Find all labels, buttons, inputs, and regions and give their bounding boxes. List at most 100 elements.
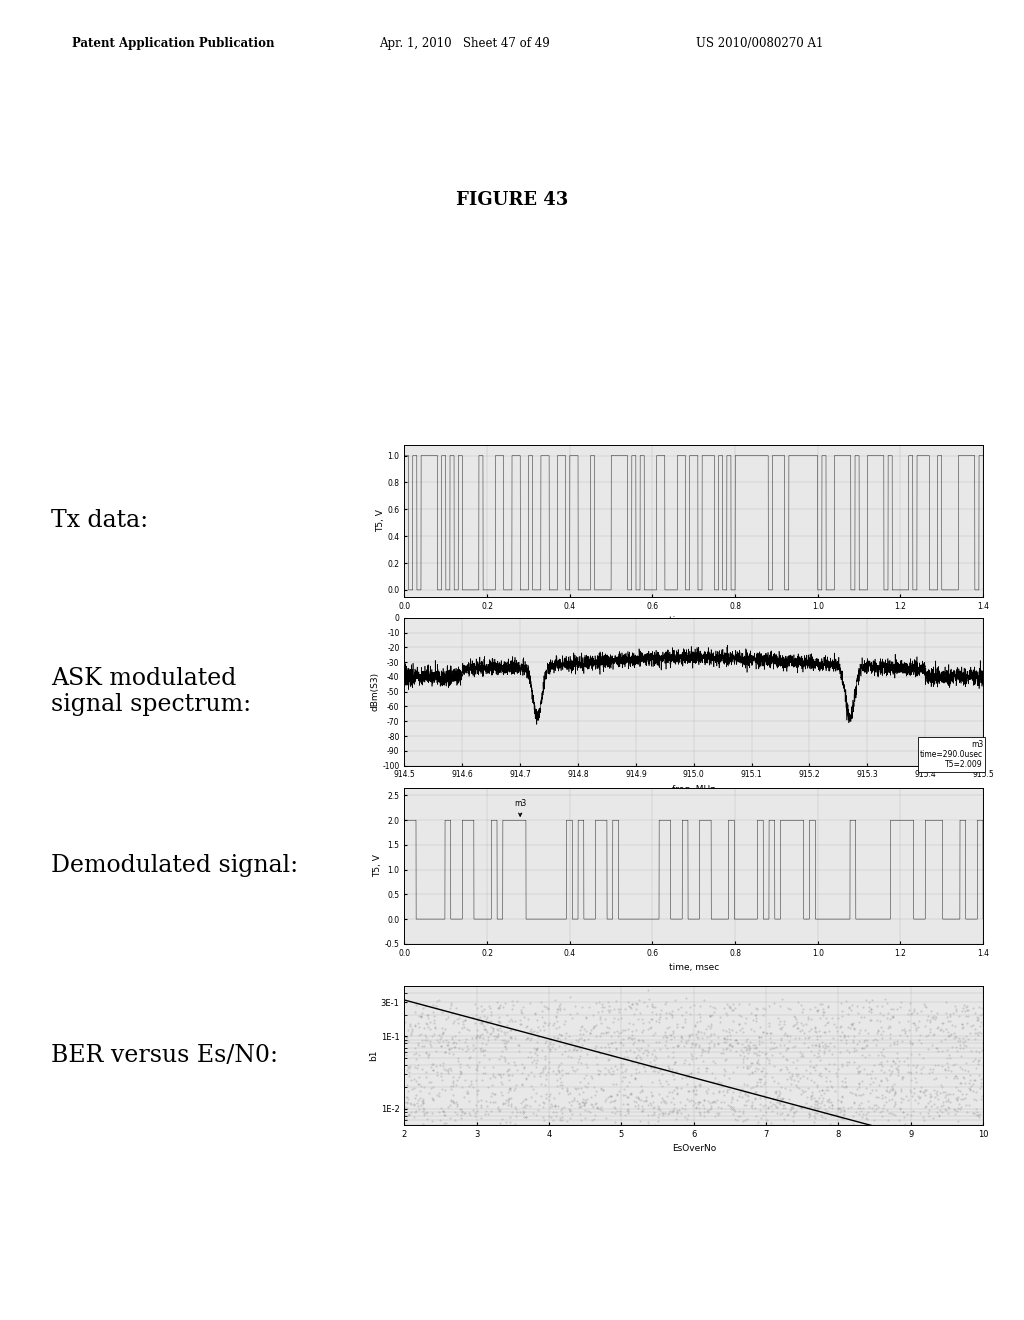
Point (907, 1015, 924, 1036)
Point (475, 998, 492, 1019)
Point (499, 1022, 515, 1043)
Point (800, 1008, 816, 1030)
Text: FIGURE 43: FIGURE 43 (456, 191, 568, 210)
Point (558, 1023, 574, 1044)
Point (489, 998, 506, 1019)
Point (578, 1089, 594, 1110)
Point (670, 998, 686, 1019)
Point (820, 1053, 837, 1074)
Point (948, 1027, 965, 1048)
Point (594, 1001, 610, 1022)
Point (961, 999, 977, 1020)
Point (764, 1044, 780, 1065)
Point (685, 1090, 701, 1111)
Point (973, 1089, 989, 1110)
Point (520, 1047, 537, 1068)
Point (505, 995, 521, 1016)
Point (812, 1049, 828, 1071)
Point (725, 1098, 741, 1119)
Point (723, 1092, 739, 1113)
Point (485, 1084, 502, 1105)
Point (903, 1081, 920, 1102)
Point (549, 1069, 565, 1090)
Point (498, 1051, 514, 1072)
Point (759, 1110, 775, 1131)
Point (603, 1032, 620, 1053)
Point (968, 1098, 984, 1119)
Point (940, 1097, 956, 1118)
Point (535, 1015, 551, 1036)
Point (935, 1082, 951, 1104)
Point (962, 1080, 978, 1101)
Point (635, 1055, 651, 1076)
Point (850, 1002, 866, 1023)
Point (887, 1082, 903, 1104)
Point (644, 1085, 660, 1106)
Point (874, 1097, 891, 1118)
Point (634, 1100, 650, 1121)
Point (518, 1028, 535, 1049)
Point (803, 1069, 819, 1090)
Point (893, 1081, 909, 1102)
Point (472, 1024, 488, 1045)
Point (420, 1007, 436, 1028)
Point (604, 1063, 621, 1084)
Point (553, 1100, 569, 1121)
Point (700, 1100, 717, 1121)
Point (785, 1015, 802, 1036)
Point (421, 1082, 437, 1104)
Point (824, 1044, 841, 1065)
Point (604, 1032, 621, 1053)
Point (672, 1092, 688, 1113)
Point (813, 994, 829, 1015)
Point (829, 1059, 846, 1080)
Point (578, 1007, 594, 1028)
Point (902, 993, 919, 1014)
Point (809, 999, 825, 1020)
Point (825, 1105, 842, 1126)
Point (834, 1086, 850, 1107)
Point (512, 1101, 528, 1122)
Point (702, 1015, 719, 1036)
Point (636, 1056, 652, 1077)
Point (542, 1096, 558, 1117)
Point (651, 1039, 668, 1060)
Point (918, 1085, 934, 1106)
Point (769, 1102, 785, 1123)
Point (426, 1012, 442, 1034)
Point (679, 1030, 695, 1051)
Point (609, 1059, 626, 1080)
Point (538, 1084, 554, 1105)
Point (774, 1089, 791, 1110)
Point (580, 1073, 596, 1094)
Point (757, 999, 773, 1020)
Point (548, 1006, 564, 1027)
Point (416, 1098, 432, 1119)
Point (658, 1038, 675, 1059)
Point (616, 1019, 633, 1040)
Point (440, 1097, 457, 1118)
Point (554, 1102, 570, 1123)
Point (776, 1035, 793, 1056)
Point (710, 1073, 726, 1094)
Point (561, 1040, 578, 1061)
Point (677, 1106, 693, 1127)
Point (574, 1092, 591, 1113)
Point (410, 1073, 426, 1094)
Point (819, 1090, 836, 1111)
Point (522, 1076, 539, 1097)
Point (779, 1024, 796, 1045)
Point (493, 1100, 509, 1121)
Point (557, 1028, 573, 1049)
Point (737, 1094, 754, 1115)
Point (958, 1101, 975, 1122)
Point (839, 1040, 855, 1061)
Point (744, 1090, 761, 1111)
Point (653, 1063, 670, 1084)
Point (469, 1008, 485, 1030)
Point (745, 1035, 762, 1056)
Point (830, 1098, 847, 1119)
Point (725, 999, 741, 1020)
Point (748, 1081, 764, 1102)
Point (782, 1068, 799, 1089)
